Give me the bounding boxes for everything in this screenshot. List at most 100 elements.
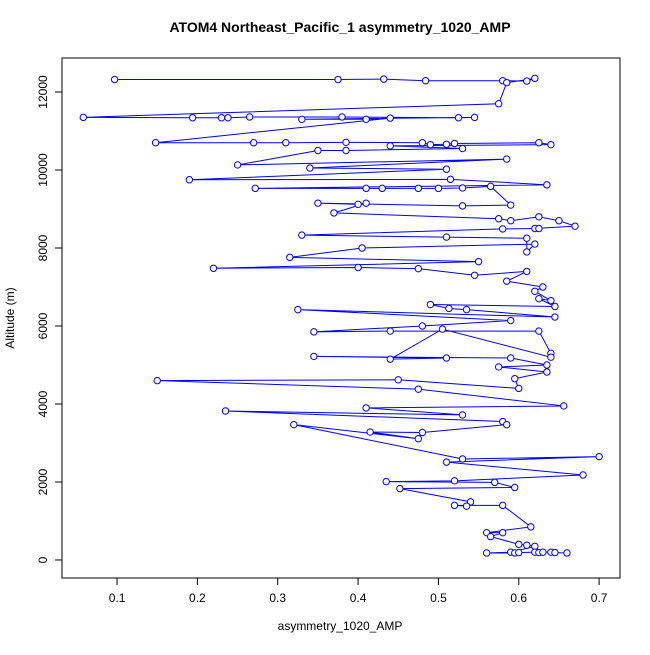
plot-frame xyxy=(61,57,621,579)
data-point xyxy=(442,458,451,466)
data-point xyxy=(354,263,362,272)
x-tick-label: 0.3 xyxy=(269,591,286,605)
data-point xyxy=(560,402,568,410)
data-point xyxy=(490,478,499,487)
data-point xyxy=(503,155,511,163)
data-point xyxy=(458,411,467,419)
data-point xyxy=(551,302,559,311)
data-point xyxy=(535,327,543,335)
data-point xyxy=(362,115,370,124)
data-point xyxy=(151,139,160,147)
data-point xyxy=(507,216,515,225)
data-point xyxy=(217,114,226,122)
data-point xyxy=(527,523,535,531)
data-point xyxy=(551,548,559,557)
data-point xyxy=(354,200,362,209)
data-point xyxy=(470,113,479,122)
data-point xyxy=(450,139,459,148)
data-point xyxy=(286,253,294,262)
data-point xyxy=(539,283,547,291)
data-point xyxy=(523,541,531,549)
data-point xyxy=(458,455,467,463)
data-point xyxy=(458,202,467,210)
data-point xyxy=(511,374,519,383)
data-point xyxy=(503,277,511,285)
data-point xyxy=(515,384,523,393)
y-tick-label: 12000 xyxy=(36,75,50,109)
y-tick-label: 4000 xyxy=(36,390,50,417)
data-point xyxy=(209,264,218,272)
data-point xyxy=(426,140,435,149)
data-point xyxy=(79,113,87,122)
data-point xyxy=(442,165,451,173)
data-point xyxy=(503,78,511,87)
data-point xyxy=(450,477,459,485)
data-point xyxy=(366,428,374,436)
data-point xyxy=(396,484,404,493)
x-tick-label: 0.2 xyxy=(189,591,206,605)
data-point xyxy=(245,113,254,121)
data-point xyxy=(523,248,531,256)
x-tick-label: 0.5 xyxy=(430,591,447,605)
data-point xyxy=(298,231,306,239)
data-point xyxy=(547,353,555,361)
data-point xyxy=(523,234,531,242)
data-point xyxy=(224,114,232,122)
x-tick-label: 0.4 xyxy=(350,591,367,605)
data-point xyxy=(310,328,318,336)
data-point xyxy=(486,182,495,191)
data-point xyxy=(579,471,587,479)
data-point xyxy=(446,175,455,184)
data-point xyxy=(362,184,370,193)
y-tick-label: 2000 xyxy=(36,468,50,495)
data-point xyxy=(507,316,515,325)
data-point xyxy=(314,199,322,207)
data-point xyxy=(462,305,471,314)
data-point xyxy=(290,420,298,429)
x-tick-label: 0.7 xyxy=(591,591,608,605)
data-point xyxy=(221,407,230,415)
data-point xyxy=(543,361,551,369)
data-point xyxy=(494,100,503,108)
data-point xyxy=(414,434,423,443)
data-point xyxy=(442,233,451,241)
data-point xyxy=(458,144,467,153)
data-point xyxy=(535,213,543,221)
data-point xyxy=(462,502,471,510)
data-point xyxy=(153,376,161,385)
data-point xyxy=(386,114,394,122)
data-point xyxy=(458,184,467,192)
data-point xyxy=(547,296,555,305)
data-point xyxy=(380,75,388,83)
data-point xyxy=(511,483,519,492)
data-point xyxy=(515,540,523,549)
data-point xyxy=(442,140,451,148)
data-point xyxy=(386,327,394,335)
data-point xyxy=(531,74,539,83)
data-point xyxy=(338,113,346,121)
data-point xyxy=(334,75,342,84)
x-axis-label: asymmetry_1020_AMP xyxy=(278,619,403,633)
data-point xyxy=(498,528,507,537)
data-point xyxy=(298,115,306,124)
chart-title: ATOM4 Northeast_Pacific_1 asymmetry_1020… xyxy=(169,19,510,35)
data-point xyxy=(362,404,370,412)
data-point xyxy=(438,325,447,333)
data-point xyxy=(555,216,563,225)
data-point xyxy=(523,267,531,276)
data-point xyxy=(418,139,427,147)
data-point xyxy=(445,304,453,313)
data-point xyxy=(474,257,483,266)
data-point xyxy=(330,209,338,217)
data-point xyxy=(523,77,531,85)
data-point xyxy=(563,549,571,557)
data-point xyxy=(394,376,402,384)
data-point xyxy=(426,300,435,309)
data-point xyxy=(342,146,350,155)
data-point xyxy=(362,199,370,207)
data-point xyxy=(434,184,443,193)
data-point xyxy=(418,322,427,330)
data-point xyxy=(310,352,318,361)
data-point xyxy=(188,114,197,122)
